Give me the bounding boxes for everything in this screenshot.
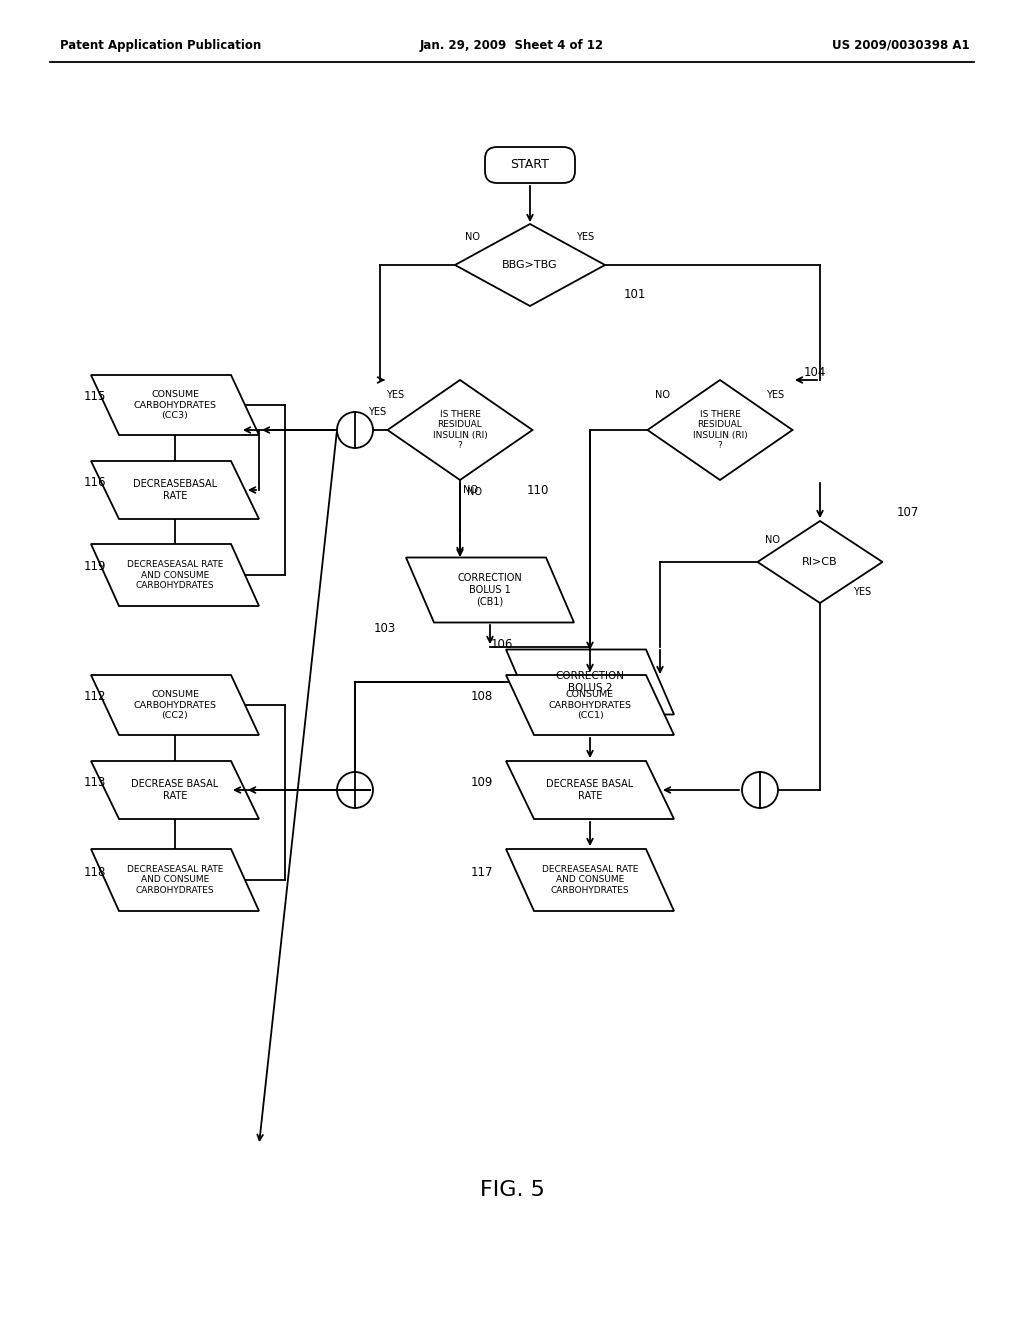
Text: 118: 118: [84, 866, 106, 879]
Circle shape: [337, 772, 373, 808]
Polygon shape: [758, 521, 883, 603]
Text: NO: NO: [463, 484, 477, 495]
Polygon shape: [387, 380, 532, 480]
Circle shape: [337, 412, 373, 447]
Polygon shape: [91, 461, 259, 519]
Text: 113: 113: [84, 776, 106, 788]
Text: 106: 106: [490, 639, 513, 652]
Polygon shape: [506, 762, 674, 818]
Text: NO: NO: [765, 535, 779, 545]
Text: Jan. 29, 2009  Sheet 4 of 12: Jan. 29, 2009 Sheet 4 of 12: [420, 38, 604, 51]
Text: 107: 107: [897, 506, 920, 519]
Text: 112: 112: [84, 690, 106, 704]
Polygon shape: [647, 380, 793, 480]
Text: CONSUME
CARBOHYDRATES
(CC2): CONSUME CARBOHYDRATES (CC2): [133, 690, 216, 719]
Text: DECREASEASAL RATE
AND CONSUME
CARBOHYDRATES: DECREASEASAL RATE AND CONSUME CARBOHYDRA…: [127, 560, 223, 590]
Text: US 2009/0030398 A1: US 2009/0030398 A1: [833, 38, 970, 51]
Text: IS THERE
RESIDUAL
INSULIN (RI)
?: IS THERE RESIDUAL INSULIN (RI) ?: [432, 411, 487, 450]
Text: 119: 119: [84, 561, 106, 573]
Circle shape: [742, 772, 778, 808]
Text: FIG. 5: FIG. 5: [479, 1180, 545, 1200]
Text: BBG>TBG: BBG>TBG: [502, 260, 558, 271]
Text: 110: 110: [526, 483, 549, 496]
Polygon shape: [455, 224, 605, 306]
Text: YES: YES: [575, 232, 594, 242]
Text: YES: YES: [766, 389, 784, 400]
Text: 101: 101: [624, 289, 646, 301]
Text: 108: 108: [471, 690, 494, 704]
Text: 115: 115: [84, 391, 106, 404]
Text: CORRECTION
BOLUS 1
(CB1): CORRECTION BOLUS 1 (CB1): [458, 573, 522, 607]
Polygon shape: [506, 649, 674, 714]
Text: IS THERE
RESIDUAL
INSULIN (RI)
?: IS THERE RESIDUAL INSULIN (RI) ?: [692, 411, 748, 450]
Text: DECREASEBASAL
RATE: DECREASEBASAL RATE: [133, 479, 217, 500]
Text: 103: 103: [374, 622, 396, 635]
Text: CONSUME
CARBOHYDRATES
(CC1): CONSUME CARBOHYDRATES (CC1): [549, 690, 632, 719]
Polygon shape: [406, 557, 574, 623]
FancyBboxPatch shape: [485, 147, 575, 183]
Text: NO: NO: [465, 232, 479, 242]
Polygon shape: [91, 375, 259, 436]
Polygon shape: [91, 675, 259, 735]
Text: YES: YES: [853, 587, 871, 597]
Text: YES: YES: [368, 407, 386, 417]
Polygon shape: [506, 849, 674, 911]
Text: Patent Application Publication: Patent Application Publication: [60, 38, 261, 51]
Text: YES: YES: [386, 389, 404, 400]
Text: NO: NO: [654, 389, 670, 400]
Text: DECREASEASAL RATE
AND CONSUME
CARBOHYDRATES: DECREASEASAL RATE AND CONSUME CARBOHYDRA…: [127, 865, 223, 895]
Polygon shape: [91, 544, 259, 606]
Text: START: START: [511, 158, 550, 172]
Polygon shape: [506, 675, 674, 735]
Text: DECREASE BASAL
RATE: DECREASE BASAL RATE: [131, 779, 219, 801]
Text: 104: 104: [804, 366, 826, 379]
Text: DECREASE BASAL
RATE: DECREASE BASAL RATE: [547, 779, 634, 801]
Text: CONSUME
CARBOHYDRATES
(CC3): CONSUME CARBOHYDRATES (CC3): [133, 391, 216, 420]
Text: CORRECTION
BOLUS 2: CORRECTION BOLUS 2: [555, 671, 625, 693]
Text: 117: 117: [471, 866, 494, 879]
Text: 109: 109: [471, 776, 494, 788]
Polygon shape: [91, 849, 259, 911]
Text: 116: 116: [84, 475, 106, 488]
Text: DECREASEASAL RATE
AND CONSUME
CARBOHYDRATES: DECREASEASAL RATE AND CONSUME CARBOHYDRA…: [542, 865, 638, 895]
Text: RI>CB: RI>CB: [802, 557, 838, 568]
Text: NO: NO: [467, 487, 481, 498]
Polygon shape: [91, 762, 259, 818]
